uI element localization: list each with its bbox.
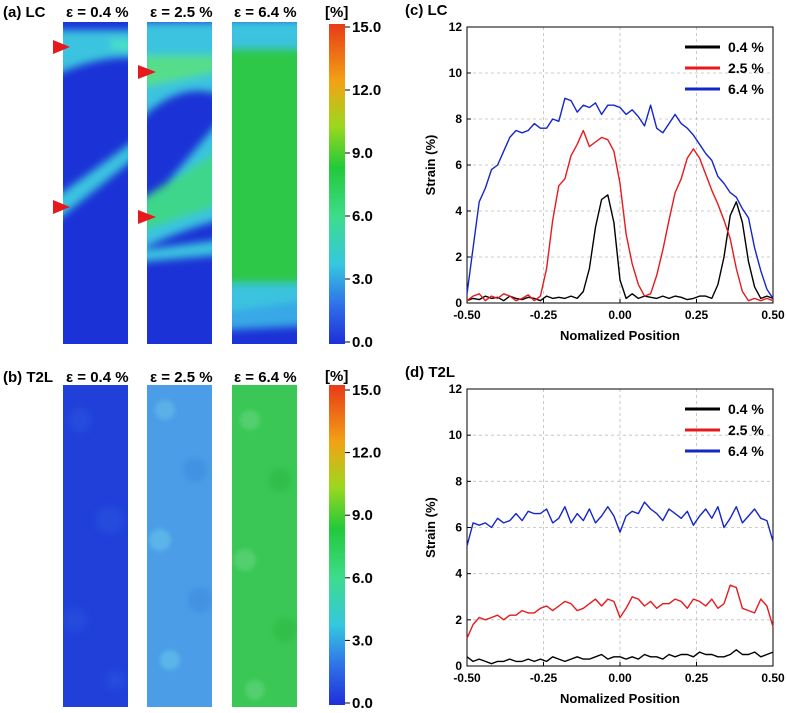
y-tick-label: 6 — [455, 158, 462, 172]
x-tick-label: 0.50 — [761, 308, 785, 322]
chart-d: (d) T2L 0 2 4 6 8 10 12 -0.50 -0.25 0.00 0.25 0.50 No… — [405, 364, 785, 706]
strain-map-a2 — [147, 22, 212, 344]
panel-a-strain-3: ε = 6.4 % — [234, 4, 297, 21]
colorbar-tick-label: 3.0 — [352, 632, 373, 649]
colorbar-top-ticks: 15.0 12.0 9.0 6.0 3.0 0.0 — [345, 19, 381, 351]
y-tick-label: 12 — [449, 382, 463, 396]
y-tick-label: 10 — [449, 428, 463, 442]
series-line — [466, 97, 774, 299]
strain-map-a3 — [232, 22, 297, 344]
colorbar-tick-label: 9.0 — [352, 507, 373, 524]
y-tick-label: 6 — [455, 521, 462, 535]
x-tick-label: 0.00 — [608, 671, 632, 685]
colorbar-tick-label: 15.0 — [352, 19, 381, 36]
x-tick-label: 0.50 — [761, 671, 785, 685]
colorbar-top-unit: [%] — [325, 4, 348, 21]
marker-a1-top — [53, 40, 70, 54]
panel-a-label: (a) LC — [3, 4, 46, 21]
x-tick-label: 0.25 — [685, 671, 709, 685]
y-tick-label: 4 — [455, 567, 462, 581]
series-line — [466, 584, 774, 639]
y-tick-label: 0 — [455, 296, 462, 310]
panel-b-strain-3: ε = 6.4 % — [234, 369, 297, 386]
panel-a-strain-1: ε = 0.4 % — [66, 4, 129, 21]
colorbar-bottom-ticks: 15.0 12.0 9.0 6.0 3.0 0.0 — [345, 382, 381, 712]
legend-label: 2.5 % — [728, 60, 764, 76]
y-tick-label: 10 — [449, 66, 463, 80]
marker-a1-bottom — [53, 200, 70, 214]
x-tick-label: -0.25 — [530, 308, 558, 322]
panel-b-strain-2: ε = 2.5 % — [150, 369, 213, 386]
colorbar-tick-label: 9.0 — [352, 145, 373, 162]
y-tick-label: 12 — [449, 20, 463, 34]
x-tick-label: -0.50 — [453, 671, 481, 685]
y-tick-label: 8 — [455, 474, 462, 488]
y-tick-label: 2 — [455, 613, 462, 627]
series-line — [466, 501, 774, 547]
strain-map-b3 — [232, 385, 297, 707]
x-tick-label: 0.00 — [608, 308, 632, 322]
x-axis-label: Nomalized Position — [560, 328, 680, 343]
series-line — [466, 649, 774, 665]
x-tick-label: -0.25 — [530, 671, 558, 685]
colorbar-tick-label: 6.0 — [352, 208, 373, 225]
y-tick-label: 8 — [455, 112, 462, 126]
y-tick-label: 2 — [455, 250, 462, 264]
colorbar-tick-label: 0.0 — [352, 695, 373, 712]
colorbar-top — [329, 24, 345, 344]
colorbar-bottom — [329, 385, 345, 705]
legend-label: 6.4 % — [728, 443, 764, 459]
y-axis-label: Strain (%) — [423, 497, 438, 558]
colorbar-tick-label: 12.0 — [352, 82, 381, 99]
legend-label: 6.4 % — [728, 81, 764, 97]
chart-title: (c) LC — [405, 2, 448, 19]
x-tick-label: 0.25 — [685, 308, 709, 322]
colorbar-tick-label: 15.0 — [352, 382, 381, 399]
colorbar-tick-label: 3.0 — [352, 271, 373, 288]
marker-a2-top — [138, 65, 156, 79]
panel-a-strain-2: ε = 2.5 % — [150, 4, 213, 21]
chart-c: (c) LC 0 2 4 6 8 10 12 -0.50 -0.25 0.00 0.25 0.50 Nom… — [405, 2, 785, 343]
y-tick-label: 0 — [455, 659, 462, 673]
strain-map-a1 — [63, 22, 128, 344]
y-tick-label: 4 — [455, 204, 462, 218]
legend-label: 0.4 % — [728, 39, 764, 55]
colorbar-bottom-unit: [%] — [325, 368, 348, 385]
strain-map-b2 — [147, 385, 212, 707]
legend-label: 0.4 % — [728, 401, 764, 417]
series-line — [466, 129, 774, 302]
series-line — [466, 194, 774, 302]
y-axis-label: Strain (%) — [423, 135, 438, 196]
strain-map-b1 — [63, 385, 128, 707]
x-tick-label: -0.50 — [453, 308, 481, 322]
colorbar-tick-label: 6.0 — [352, 570, 373, 587]
x-axis-label: Nomalized Position — [560, 691, 680, 706]
panel-b-label: (b) T2L — [3, 369, 53, 386]
colorbar-tick-label: 12.0 — [352, 445, 381, 462]
legend-label: 2.5 % — [728, 422, 764, 438]
panel-b-strain-1: ε = 0.4 % — [66, 369, 129, 386]
chart-title: (d) T2L — [405, 364, 455, 381]
marker-a2-bottom — [138, 210, 156, 224]
colorbar-tick-label: 0.0 — [352, 334, 373, 351]
